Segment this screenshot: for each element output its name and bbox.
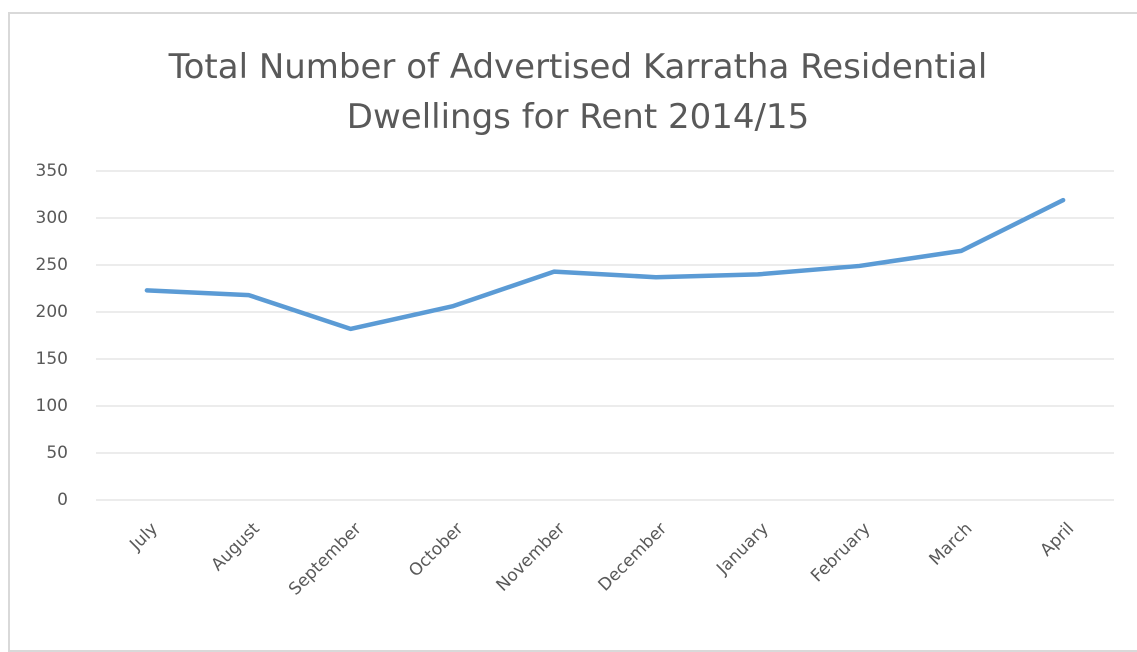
chart: 0 50 100 150 200 250 300 350 July August September… [36, 161, 1114, 600]
y-tick-label: 100 [36, 396, 68, 416]
x-tick-label: July [125, 519, 161, 555]
x-tick-label: November [492, 519, 569, 596]
y-tick-label: 0 [57, 490, 68, 510]
y-tick-label: 250 [36, 255, 68, 275]
x-tick-label: August [208, 519, 264, 575]
y-tick-label: 150 [36, 349, 68, 369]
y-tick-label: 300 [36, 208, 68, 228]
data-line [144, 197, 1066, 332]
chart-container: Total Number of Advertised Karratha Resi… [8, 12, 1137, 652]
x-tick-label: September [285, 519, 366, 600]
x-tick-label: March [926, 519, 977, 570]
x-tick-label: October [405, 519, 467, 581]
chart-title: Total Number of Advertised Karratha Resi… [168, 47, 988, 137]
y-tick-label: 350 [36, 161, 68, 181]
x-tick-label: February [807, 519, 874, 586]
y-tick-label: 50 [46, 443, 68, 463]
y-tick-label: 200 [36, 302, 68, 322]
x-tick-label: April [1037, 519, 1079, 561]
x-tick-label: December [594, 519, 670, 595]
x-tick-label: January [712, 519, 772, 579]
